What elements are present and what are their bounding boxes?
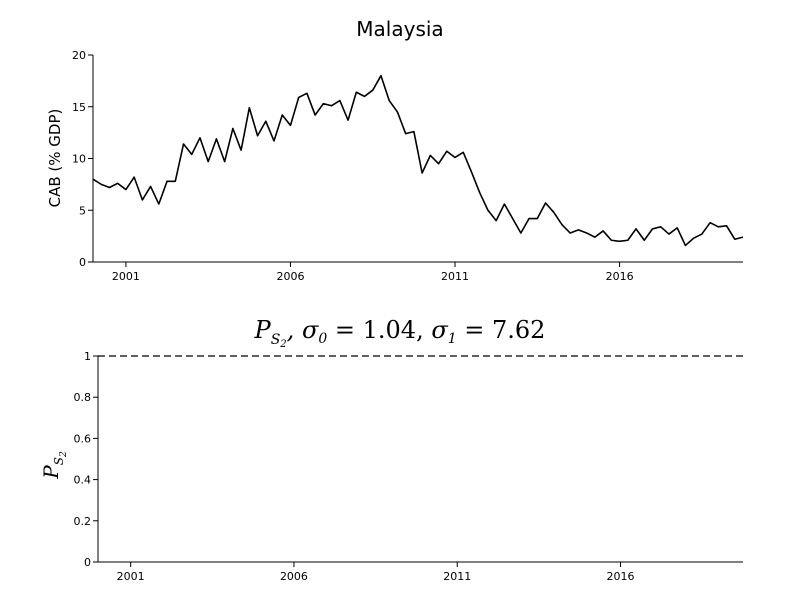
chart-1-ytick-label-4: 20 xyxy=(72,49,86,62)
chart-1-ylabel: CAB (% GDP) xyxy=(46,109,64,208)
chart-2-title-sigma1: σ xyxy=(431,316,448,344)
chart-1-ytick-label-2: 10 xyxy=(72,153,86,166)
chart-2-title-sigma1-sub: 1 xyxy=(448,331,457,347)
chart-2-axes: 0 0.2 0.4 0.6 0.8 1 2001 2006 2011 2016 xyxy=(74,350,743,583)
chart-2-ylabel: PS2 xyxy=(39,451,69,480)
chart-2-ylabel-sub1: S xyxy=(52,457,66,465)
chart-2-ylabel-p: P xyxy=(39,465,63,480)
chart-1-title: Malaysia xyxy=(356,17,443,41)
chart-2-title-p: P xyxy=(254,316,272,344)
chart-2-title-sub1: S xyxy=(271,332,281,348)
chart-1-xtick-label-0: 2001 xyxy=(112,270,140,283)
chart-2-title-comma2: , xyxy=(416,316,431,344)
chart-2-xtick-label-2: 2011 xyxy=(443,570,471,583)
chart-1-series-line-0 xyxy=(92,74,744,247)
chart-1-series xyxy=(92,74,744,247)
chart-2-title-sub2: 2 xyxy=(279,339,286,350)
chart-2-ytick-label-1: 0.2 xyxy=(74,515,92,528)
chart-2-title-sigma0-value: 1.04 xyxy=(363,316,416,344)
chart-1-xtick-label-3: 2016 xyxy=(606,270,634,283)
chart-2-title-sigma1-value: 7.62 xyxy=(492,316,545,344)
chart-1-ytick-label-3: 15 xyxy=(72,101,86,114)
chart-2-title-sigma0: σ xyxy=(302,316,319,344)
chart-2-ytick-label-4: 0.8 xyxy=(74,391,92,404)
chart-2-xtick-label-1: 2006 xyxy=(280,570,308,583)
chart-1-ytick-label-0: 0 xyxy=(79,256,86,269)
chart-2-ytick-label-2: 0.4 xyxy=(74,474,92,487)
chart-2-xtick-label-3: 2016 xyxy=(607,570,635,583)
chart-2-title-sigma0-sub: 0 xyxy=(318,331,327,347)
chart-1-xtick-label-1: 2006 xyxy=(276,270,304,283)
chart-1-xtick-label-2: 2011 xyxy=(441,270,469,283)
chart-2-ytick-label-3: 0.6 xyxy=(74,432,92,445)
chart-2-xtick-label-0: 2001 xyxy=(117,570,145,583)
chart-1-axes: 0 5 10 15 20 2001 2006 2011 2016 xyxy=(72,49,743,283)
chart-2-title: PS2, σ0 = 1.04, σ1 = 7.62 xyxy=(254,316,546,350)
chart-2: PS2, σ0 = 1.04, σ1 = 7.62 PS2 00.20.40.6… xyxy=(39,316,743,583)
chart-1: Malaysia CAB (% GDP) 0 5 10 15 20 2001 2006 201… xyxy=(46,17,744,283)
chart-2-title-comma: , xyxy=(287,316,302,344)
chart-2-title-eq1: = xyxy=(457,316,492,344)
chart-2-title-eq0: = xyxy=(327,316,362,344)
chart-1-ytick-label-1: 5 xyxy=(79,204,86,217)
chart-2-ytick-label-5: 1 xyxy=(84,350,91,363)
chart-2-ytick-label-0: 0 xyxy=(84,556,91,569)
chart-2-ylabel-sub2: 2 xyxy=(59,451,69,458)
